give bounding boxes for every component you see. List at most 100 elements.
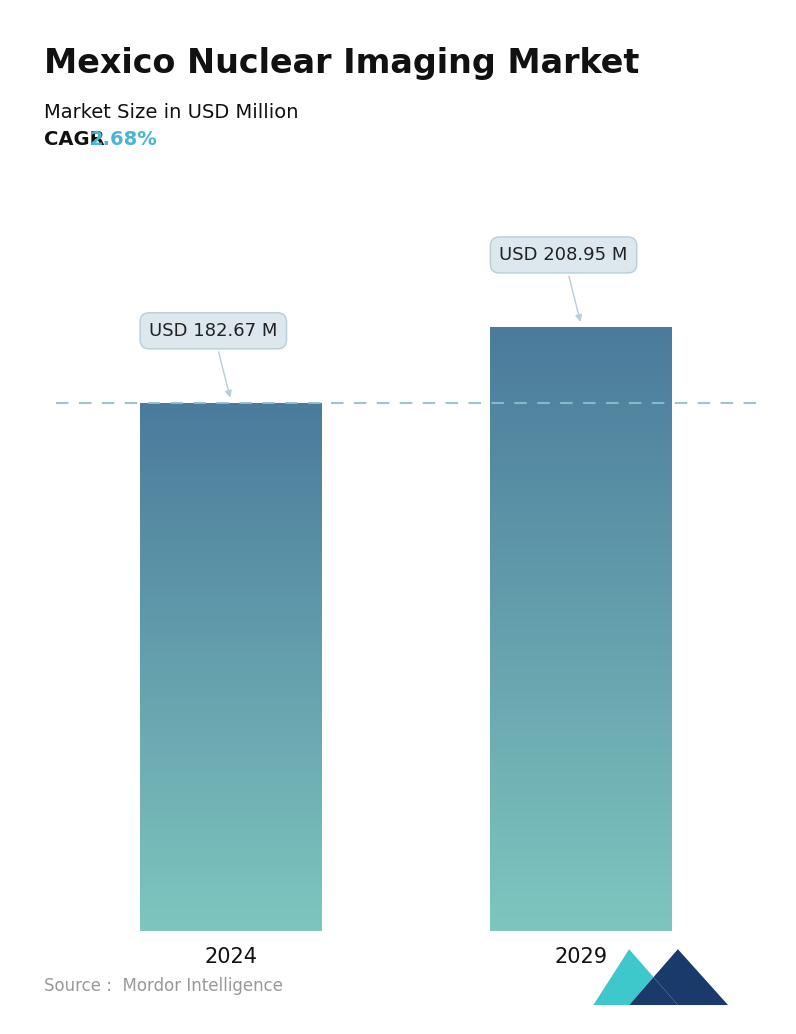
Bar — [490, 905, 672, 907]
Bar — [490, 671, 672, 673]
Bar — [490, 752, 672, 754]
Bar — [140, 760, 322, 762]
Bar — [140, 677, 322, 679]
Bar — [490, 394, 672, 396]
Bar — [490, 575, 672, 577]
Bar — [140, 755, 322, 757]
Bar — [140, 572, 322, 574]
Bar — [490, 661, 672, 663]
Bar — [490, 488, 672, 490]
Bar — [140, 541, 322, 542]
Bar — [140, 607, 322, 609]
Bar — [490, 852, 672, 854]
Bar — [140, 727, 322, 729]
Bar — [140, 876, 322, 878]
Bar — [140, 605, 322, 607]
Bar — [490, 567, 672, 569]
Bar — [140, 440, 322, 442]
Bar — [140, 531, 322, 534]
Bar — [490, 764, 672, 766]
Bar — [140, 609, 322, 611]
Bar — [140, 665, 322, 667]
Bar — [140, 880, 322, 881]
Bar — [490, 686, 672, 688]
Bar — [490, 369, 672, 371]
Bar — [140, 534, 322, 536]
Bar — [140, 818, 322, 820]
Bar — [490, 914, 672, 916]
Bar — [140, 757, 322, 758]
Bar — [140, 604, 322, 606]
Bar — [140, 927, 322, 929]
Bar — [490, 694, 672, 696]
Bar — [490, 802, 672, 804]
Bar — [140, 570, 322, 572]
Bar — [140, 685, 322, 687]
Bar — [490, 398, 672, 400]
Bar — [490, 840, 672, 842]
Bar — [140, 792, 322, 793]
Bar — [140, 619, 322, 621]
Bar — [140, 699, 322, 700]
Bar — [490, 522, 672, 524]
Bar — [140, 449, 322, 451]
Bar — [490, 695, 672, 697]
Bar — [140, 451, 322, 453]
Bar — [140, 758, 322, 760]
Bar — [490, 778, 672, 780]
Bar — [140, 630, 322, 632]
Bar — [490, 349, 672, 352]
Bar — [490, 645, 672, 647]
Bar — [140, 850, 322, 852]
Bar — [140, 752, 322, 753]
Bar — [140, 627, 322, 629]
Bar — [490, 735, 672, 737]
Bar — [490, 711, 672, 713]
Bar — [140, 476, 322, 477]
Bar — [140, 639, 322, 641]
Bar — [490, 356, 672, 358]
Bar — [140, 470, 322, 472]
Bar — [490, 792, 672, 794]
Bar — [490, 709, 672, 711]
Bar — [490, 438, 672, 440]
Bar — [140, 577, 322, 579]
Bar — [490, 903, 672, 905]
Bar — [140, 886, 322, 888]
Bar — [140, 539, 322, 541]
Bar — [490, 834, 672, 837]
Bar — [490, 858, 672, 860]
Bar — [490, 586, 672, 588]
Bar — [140, 447, 322, 449]
Bar — [140, 629, 322, 630]
Bar — [140, 632, 322, 634]
Bar — [140, 436, 322, 438]
Bar — [490, 699, 672, 701]
Bar — [140, 528, 322, 529]
Bar — [140, 822, 322, 823]
Bar — [490, 590, 672, 592]
Bar — [140, 722, 322, 723]
Bar — [490, 400, 672, 402]
Bar — [490, 486, 672, 488]
Bar — [490, 543, 672, 545]
Bar — [490, 549, 672, 551]
Bar — [490, 929, 672, 931]
Bar — [140, 670, 322, 672]
Bar — [140, 920, 322, 922]
Bar — [490, 896, 672, 899]
Bar — [140, 456, 322, 458]
Bar — [490, 746, 672, 748]
Bar — [140, 714, 322, 717]
Bar — [140, 517, 322, 519]
Bar — [490, 505, 672, 507]
Bar — [140, 529, 322, 531]
Bar — [140, 616, 322, 617]
Bar — [490, 758, 672, 760]
Bar — [490, 760, 672, 762]
Bar — [140, 652, 322, 655]
Bar — [490, 416, 672, 418]
Bar — [490, 407, 672, 409]
Bar — [490, 498, 672, 500]
Bar — [490, 569, 672, 571]
